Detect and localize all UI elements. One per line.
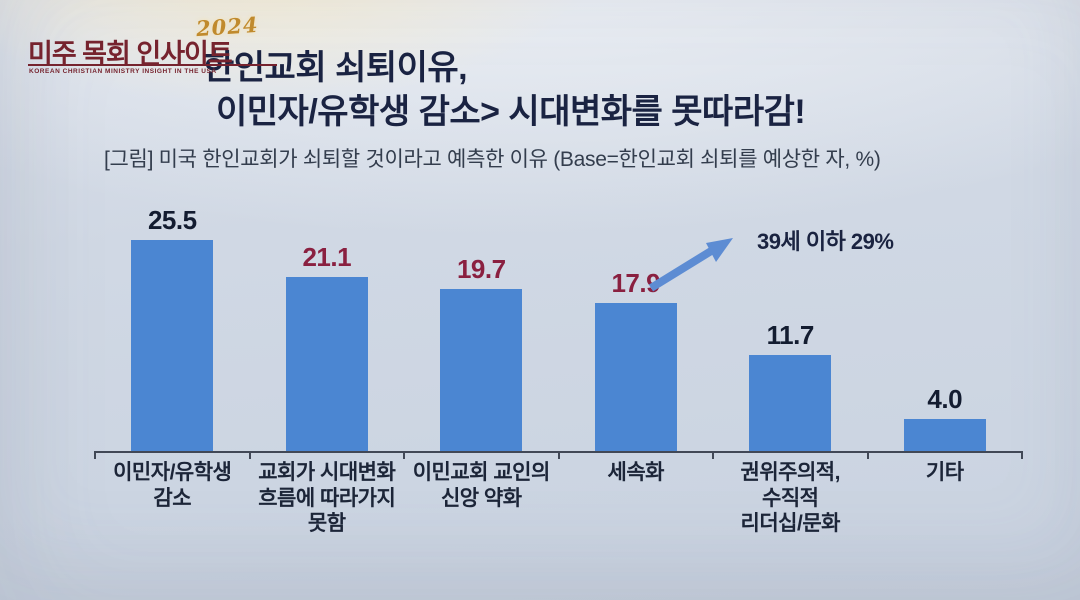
bar bbox=[594, 303, 677, 452]
bar bbox=[131, 240, 214, 452]
axis-tick bbox=[403, 453, 405, 459]
x-axis-ticks bbox=[94, 453, 1023, 459]
slide-title-line1: 한인교회 쇠퇴이유, bbox=[203, 49, 468, 87]
value-label: 21.1 bbox=[302, 241, 352, 272]
slide-title-line2: 이민자/유학생 감소> 시대변화를 못따라감! bbox=[216, 93, 806, 131]
figure-caption: [그림] 미국 한인교회가 쇠퇴할 것이라고 예측한 이유 (Base=한인교회… bbox=[104, 148, 881, 171]
x-axis-line bbox=[94, 451, 1023, 453]
category-label: 교회가 시대변화 흐름에 따라가지 못함 bbox=[258, 461, 396, 536]
bar-group: 19.7 bbox=[404, 200, 559, 452]
category-label: 이민자/유학생 감소 bbox=[113, 461, 232, 510]
bar-chart: 25.5 21.1 19.7 17.9 11.7 4.0 bbox=[95, 200, 1022, 452]
axis-tick bbox=[866, 453, 869, 459]
bar-group: 11.7 bbox=[713, 200, 868, 452]
category-label: 기타 bbox=[925, 461, 964, 484]
bar-group: 21.1 bbox=[250, 200, 405, 452]
axis-tick bbox=[557, 453, 560, 459]
logo-tagline: KOREAN CHRISTIAN MINISTRY INSIGHT IN THE… bbox=[29, 68, 217, 75]
axis-tick bbox=[1021, 453, 1023, 459]
bar bbox=[440, 288, 523, 452]
value-label: 17.9 bbox=[611, 268, 661, 299]
value-label: 11.7 bbox=[766, 319, 815, 350]
annotation-text: 39세 이하 29% bbox=[757, 229, 894, 254]
axis-tick bbox=[248, 453, 251, 459]
axis-tick bbox=[712, 453, 714, 459]
category-label: 세속화 bbox=[607, 461, 665, 484]
value-label: 25.5 bbox=[147, 205, 197, 236]
bar bbox=[285, 276, 368, 452]
bar bbox=[749, 354, 832, 452]
category-label: 이민교회 교인의 신앙 약화 bbox=[412, 461, 551, 510]
bar-group: 25.5 bbox=[95, 200, 250, 452]
bar bbox=[903, 418, 986, 452]
bar-group: 4.0 bbox=[868, 200, 1023, 452]
axis-tick bbox=[94, 453, 96, 459]
value-label: 19.7 bbox=[456, 253, 506, 284]
value-label: 4.0 bbox=[927, 383, 963, 414]
category-label: 권위주의적, 수직적 리더십/문화 bbox=[740, 461, 841, 536]
logo-underline bbox=[28, 64, 277, 66]
bar-group: 17.9 bbox=[559, 200, 714, 452]
category-labels: 이민자/유학생 감소 교회가 시대변화 흐름에 따라가지 못함 이민교회 교인의… bbox=[95, 460, 1022, 537]
